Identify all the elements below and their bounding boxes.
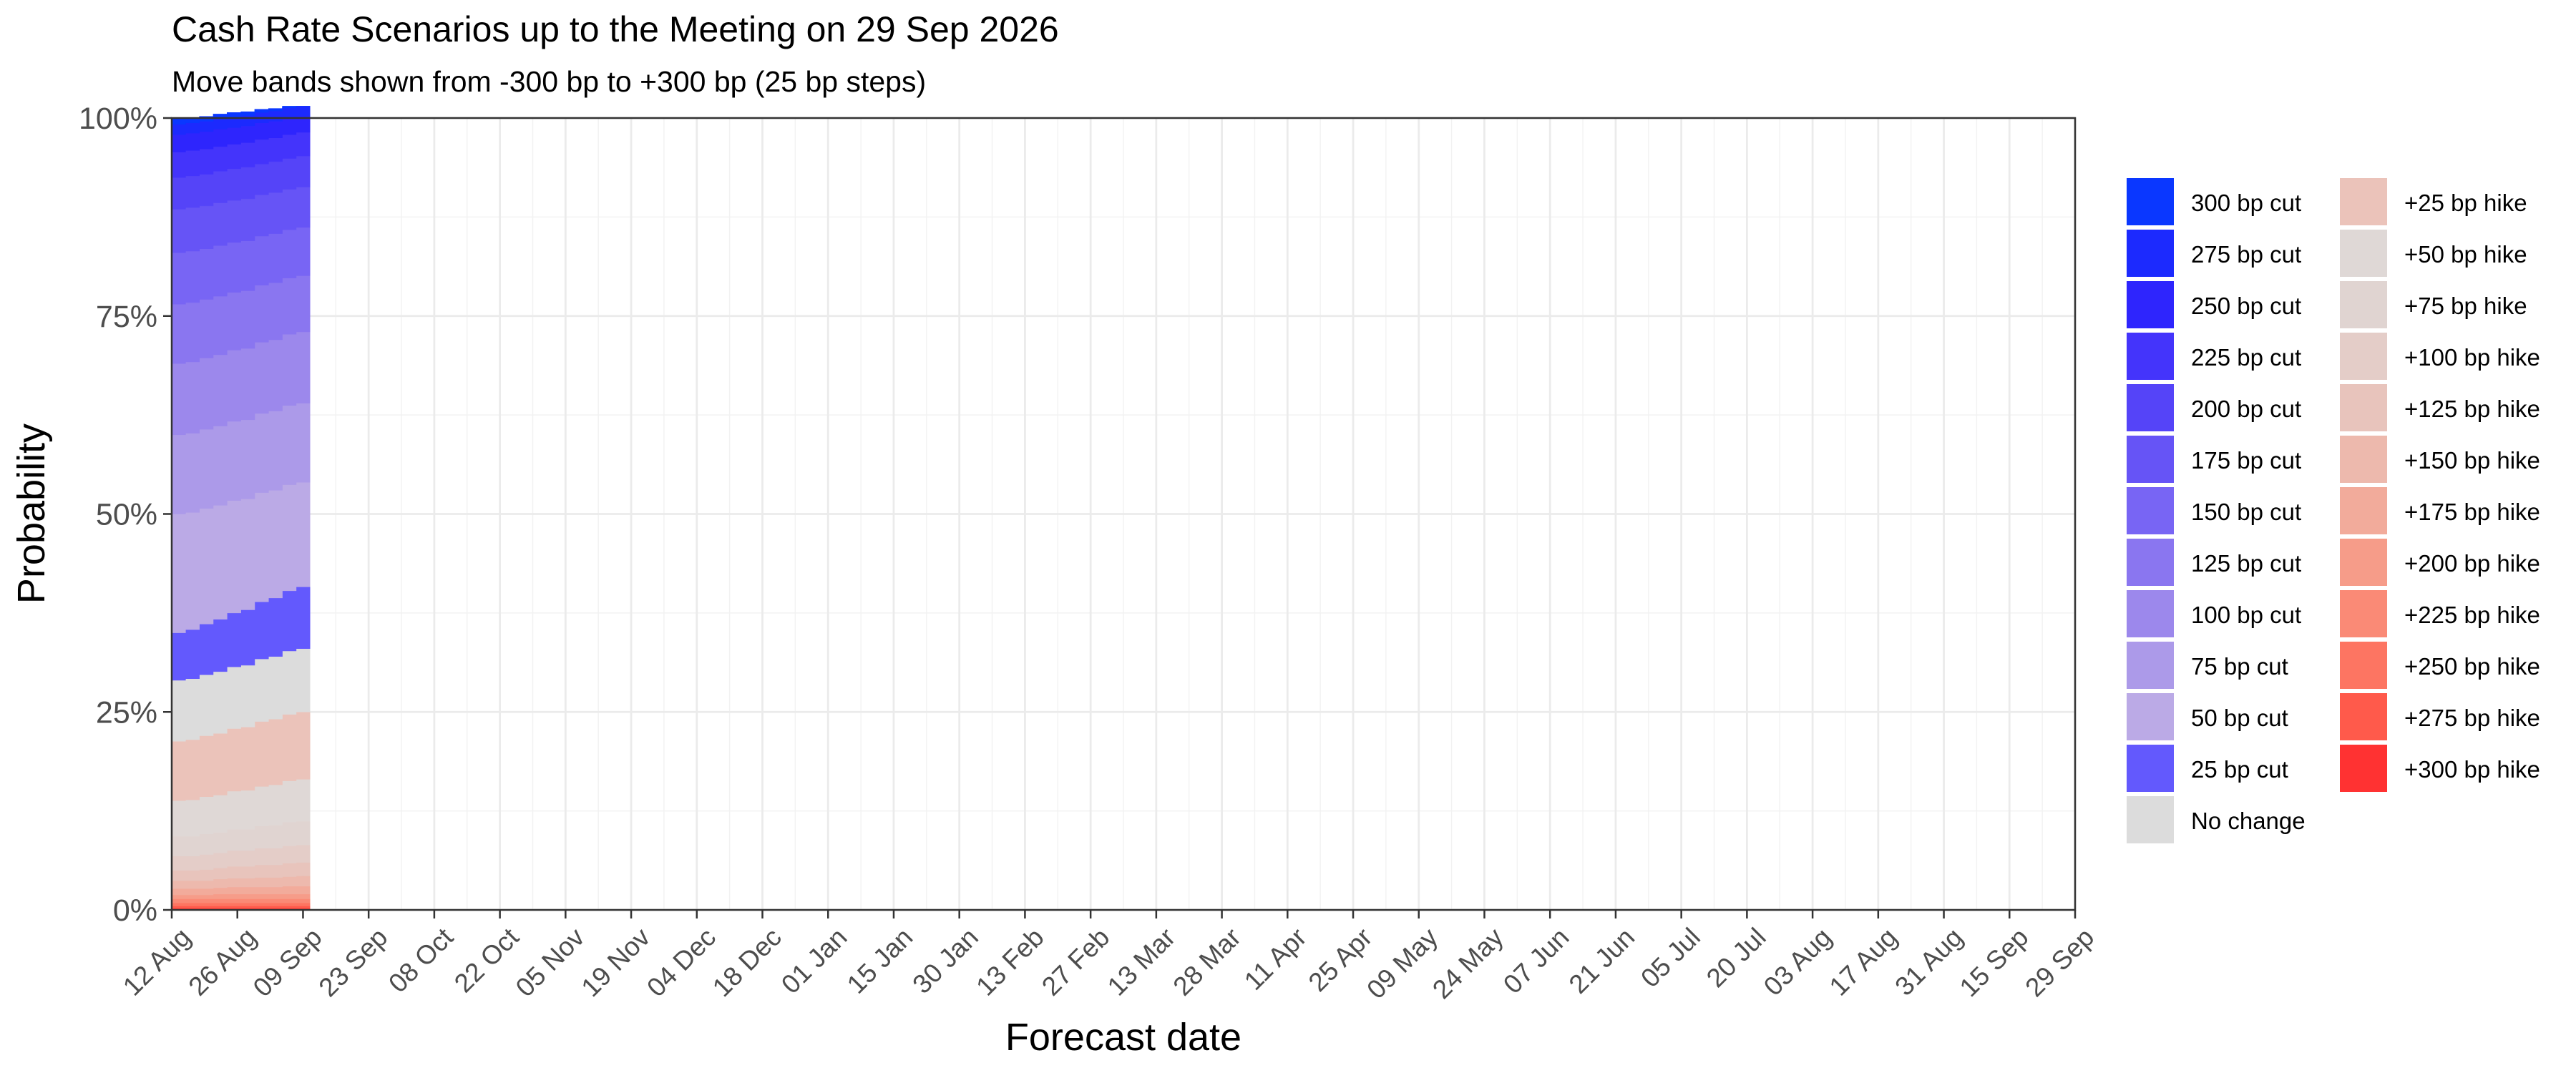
legend-swatch <box>2340 178 2387 225</box>
y-tick-label: 100% <box>79 102 157 136</box>
legend-label: No change <box>2191 808 2306 834</box>
legend-label: +100 bp hike <box>2404 344 2540 371</box>
grid <box>170 117 2077 911</box>
legend-swatch <box>2340 745 2387 792</box>
x-tick-label: 04 Dec <box>641 922 721 1002</box>
stacked-areas <box>171 106 311 911</box>
legend-label: 75 bp cut <box>2191 653 2288 680</box>
legend-label: 275 bp cut <box>2191 241 2301 268</box>
x-tick-label: 05 Jul <box>1635 922 1706 993</box>
legend-swatch <box>2340 333 2387 380</box>
x-tick-label: 31 Aug <box>1889 922 1968 1001</box>
y-tick-label: 25% <box>96 695 157 730</box>
x-tick-label: 30 Jan <box>907 922 984 999</box>
legend-label: +175 bp hike <box>2404 499 2540 525</box>
area-band <box>171 906 311 909</box>
legend-swatch <box>2127 642 2174 689</box>
legend-label: 150 bp cut <box>2191 499 2301 525</box>
y-tick-label: 0% <box>113 893 157 928</box>
x-tick-label: 09 May <box>1361 922 1443 1004</box>
legend-label: +225 bp hike <box>2404 602 2540 628</box>
area-band <box>171 898 311 903</box>
legend-swatch <box>2127 178 2174 225</box>
legend-label: +300 bp hike <box>2404 756 2540 783</box>
x-tick-label: 13 Feb <box>970 922 1049 1001</box>
legend-swatch <box>2127 745 2174 792</box>
legend-swatch <box>2127 796 2174 843</box>
x-tick-label: 19 Nov <box>576 922 656 1002</box>
legend-label: 50 bp cut <box>2191 705 2288 731</box>
legend-label: 25 bp cut <box>2191 756 2288 783</box>
x-tick-label: 22 Oct <box>449 922 525 999</box>
x-tick-label: 28 Mar <box>1167 922 1246 1001</box>
legend-swatch <box>2127 333 2174 380</box>
x-tick-label: 29 Sep <box>2019 922 2099 1002</box>
legend-label: 225 bp cut <box>2191 344 2301 371</box>
legend-swatch <box>2127 281 2174 328</box>
legend-label: +150 bp hike <box>2404 447 2540 474</box>
legend-swatch <box>2340 642 2387 689</box>
legend-label: 175 bp cut <box>2191 447 2301 474</box>
legend-swatch <box>2127 590 2174 637</box>
x-tick-label: 26 Aug <box>183 922 262 1001</box>
legend-label: 200 bp cut <box>2191 396 2301 422</box>
x-tick-label: 08 Oct <box>383 922 459 999</box>
legend-label: +125 bp hike <box>2404 396 2540 422</box>
legend-swatch <box>2340 230 2387 277</box>
legend-swatch <box>2127 436 2174 483</box>
x-axis-title: Forecast date <box>1005 1016 1241 1059</box>
legend-label: +75 bp hike <box>2404 293 2527 319</box>
y-tick-label: 75% <box>96 300 157 334</box>
legend-swatch <box>2340 281 2387 328</box>
x-tick-label: 03 Aug <box>1758 922 1837 1001</box>
x-tick-label: 05 Nov <box>510 922 590 1002</box>
x-tick-label: 12 Aug <box>117 922 196 1001</box>
legend-label: +50 bp hike <box>2404 241 2527 268</box>
legend-swatch <box>2340 487 2387 534</box>
legend-swatch <box>2127 539 2174 586</box>
x-tick-label: 18 Dec <box>707 922 787 1002</box>
area-band <box>171 902 311 906</box>
legend-swatch <box>2127 230 2174 277</box>
legend-swatch <box>2340 693 2387 740</box>
x-tick-label: 23 Sep <box>313 922 394 1002</box>
y-axis-title: Probability <box>10 423 53 604</box>
legend-swatch <box>2127 487 2174 534</box>
legend-swatch <box>2127 384 2174 431</box>
x-tick-label: 15 Sep <box>1954 922 2034 1002</box>
legend-label: +250 bp hike <box>2404 653 2540 680</box>
y-axis: 0% 25% 50% 75% 100% <box>79 102 172 928</box>
legend-label: +200 bp hike <box>2404 550 2540 577</box>
x-tick-label: 24 May <box>1427 922 1509 1004</box>
legend-swatch <box>2340 590 2387 637</box>
x-tick-label: 17 Aug <box>1824 922 1903 1001</box>
x-tick-label: 07 Jun <box>1498 922 1575 999</box>
x-tick-label: 27 Feb <box>1036 922 1115 1001</box>
legend-swatch <box>2340 384 2387 431</box>
x-tick-label: 15 Jan <box>841 922 919 999</box>
x-tick-label: 13 Mar <box>1102 922 1181 1001</box>
legend-label: +25 bp hike <box>2404 190 2527 216</box>
legend-label: 125 bp cut <box>2191 550 2301 577</box>
chart-title: Cash Rate Scenarios up to the Meeting on… <box>172 9 1059 49</box>
legend-label: +275 bp hike <box>2404 705 2540 731</box>
legend-label: 250 bp cut <box>2191 293 2301 319</box>
x-tick-label: 11 Apr <box>1239 922 1312 996</box>
legend-label: 300 bp cut <box>2191 190 2301 216</box>
legend-label: 100 bp cut <box>2191 602 2301 628</box>
legend-swatch <box>2127 693 2174 740</box>
x-tick-label: 09 Sep <box>248 922 328 1002</box>
legend-swatch <box>2340 539 2387 586</box>
legend-swatch <box>2340 436 2387 483</box>
legend: 300 bp cut 275 bp cut 250 bp cut 225 bp cut… <box>2127 178 2540 843</box>
x-tick-label: 01 Jan <box>776 922 853 999</box>
y-tick-label: 50% <box>96 498 157 532</box>
x-tick-label: 21 Jun <box>1563 922 1641 999</box>
chart-subtitle: Move bands shown from -300 bp to +300 bp… <box>172 65 926 98</box>
